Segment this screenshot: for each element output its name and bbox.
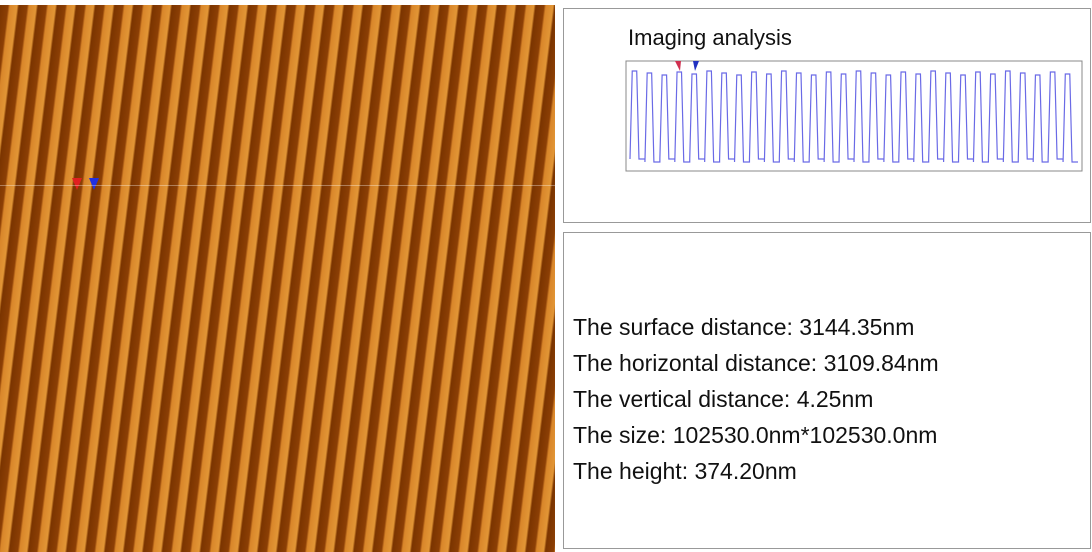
page: Imaging analysis The surface distance: 3…	[0, 0, 1092, 552]
measurement-line: The horizontal distance: 3109.84nm	[573, 345, 939, 381]
scan-line	[0, 185, 555, 186]
red-marker	[72, 178, 82, 190]
profile-line	[630, 71, 1078, 162]
afm-image	[0, 5, 555, 552]
measurement-line: The height: 374.20nm	[573, 453, 939, 489]
measurement-line: The vertical distance: 4.25nm	[573, 381, 939, 417]
measurement-line: The surface distance: 3144.35nm	[573, 309, 939, 345]
measurement-line: The size: 102530.0nm*102530.0nm	[573, 417, 939, 453]
blue-marker	[693, 61, 699, 71]
blue-marker	[89, 178, 99, 190]
profile-plot	[564, 9, 1090, 222]
red-marker	[675, 61, 681, 71]
profile-panel: Imaging analysis	[563, 8, 1091, 223]
